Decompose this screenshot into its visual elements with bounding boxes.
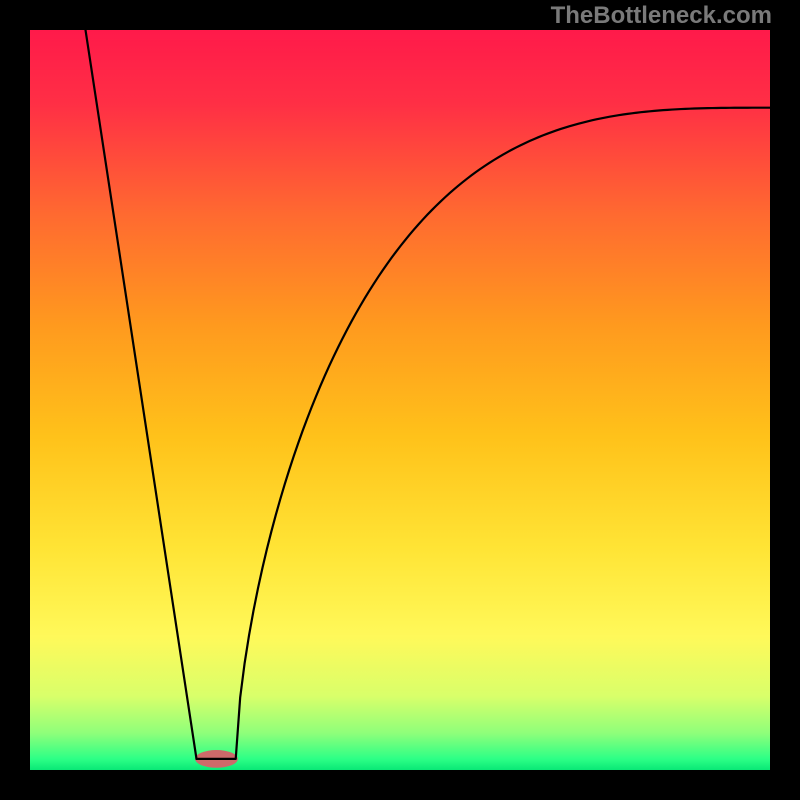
plot-area — [30, 30, 770, 770]
watermark-text: TheBottleneck.com — [551, 2, 772, 30]
chart-root: TheBottleneck.com — [0, 0, 800, 800]
chart-svg — [30, 30, 770, 770]
